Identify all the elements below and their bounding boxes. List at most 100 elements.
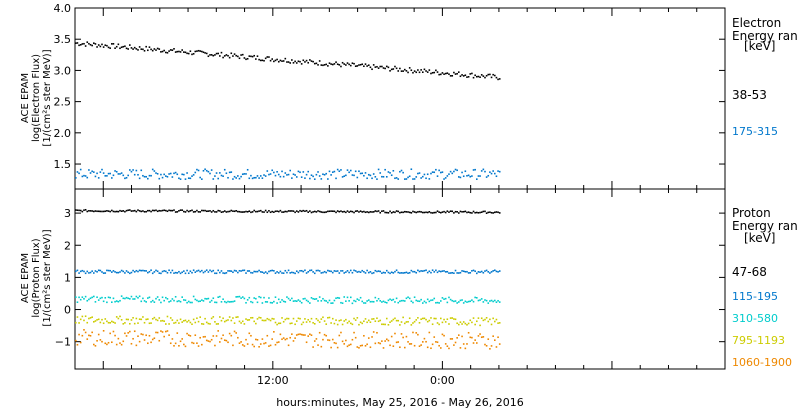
data-point — [417, 300, 419, 302]
data-point — [441, 72, 444, 74]
data-point — [259, 343, 262, 345]
data-point — [205, 339, 208, 342]
data-point — [273, 269, 275, 272]
data-point — [225, 272, 228, 274]
data-point — [117, 173, 120, 175]
data-point — [269, 344, 272, 347]
data-point — [438, 169, 440, 172]
data-point — [413, 344, 416, 347]
data-point — [359, 344, 362, 347]
proton-legend-title-1: Proton — [732, 206, 771, 220]
data-point — [222, 334, 224, 337]
data-point — [156, 172, 159, 175]
data-point — [194, 298, 197, 301]
data-point — [348, 271, 350, 274]
data-point — [274, 59, 277, 62]
data-point — [487, 174, 490, 177]
data-point — [327, 210, 329, 213]
data-point — [443, 318, 445, 321]
data-point — [178, 300, 180, 302]
data-point — [115, 316, 118, 318]
data-point — [238, 342, 241, 344]
data-point — [448, 272, 450, 274]
data-point — [395, 319, 398, 322]
data-point — [75, 177, 77, 179]
data-point — [417, 333, 419, 336]
data-point — [385, 269, 388, 272]
data-point — [153, 209, 156, 212]
data-point — [367, 319, 370, 322]
data-point — [462, 270, 465, 273]
data-point — [194, 321, 197, 324]
data-point — [309, 333, 311, 336]
data-point — [276, 302, 278, 304]
data-point — [428, 178, 431, 180]
data-point — [124, 45, 126, 48]
data-point — [420, 177, 422, 179]
data-point — [431, 323, 434, 326]
data-point — [93, 320, 95, 323]
data-point — [168, 300, 170, 303]
data-point — [284, 301, 287, 303]
data-point — [202, 271, 205, 274]
data-point — [192, 211, 195, 213]
data-point — [426, 71, 429, 73]
data-point — [263, 319, 265, 322]
data-point — [472, 300, 475, 303]
data-point — [356, 271, 359, 273]
data-point — [287, 344, 290, 347]
data-point — [281, 211, 283, 213]
data-point — [183, 343, 185, 346]
data-point — [430, 299, 432, 302]
data-point — [323, 333, 326, 336]
data-point — [187, 334, 190, 336]
data-point — [176, 272, 179, 274]
data-point — [354, 336, 357, 339]
data-point — [335, 297, 337, 300]
data-point — [222, 317, 224, 320]
data-point — [358, 299, 360, 301]
data-point — [405, 297, 408, 300]
data-point — [237, 295, 239, 298]
data-point — [240, 175, 242, 178]
data-point — [461, 211, 463, 213]
data-point — [394, 177, 396, 180]
data-point — [333, 170, 336, 173]
data-point — [228, 316, 231, 318]
data-point — [397, 319, 400, 322]
data-point — [119, 342, 121, 344]
data-point — [287, 297, 290, 300]
data-point — [477, 212, 480, 214]
data-point — [238, 295, 241, 298]
data-point — [384, 211, 386, 214]
data-point — [467, 174, 470, 177]
data-point — [348, 171, 350, 174]
data-point — [431, 343, 434, 346]
data-point — [338, 319, 341, 322]
data-point — [336, 346, 339, 349]
data-point — [138, 340, 141, 343]
data-point — [469, 300, 472, 303]
data-point — [448, 323, 450, 325]
data-point — [420, 298, 422, 301]
data-point — [276, 341, 278, 344]
data-point — [479, 76, 481, 79]
data-point — [132, 337, 134, 340]
data-point — [305, 59, 308, 62]
data-point — [497, 322, 499, 324]
data-point — [89, 210, 92, 212]
data-point — [256, 318, 259, 320]
data-point — [328, 316, 331, 319]
data-point — [269, 173, 272, 175]
data-point — [107, 341, 110, 344]
data-point — [472, 342, 475, 344]
data-point — [79, 44, 82, 46]
data-point — [284, 57, 287, 60]
data-point — [475, 75, 478, 78]
data-point — [114, 210, 116, 213]
data-point — [79, 298, 82, 301]
data-point — [230, 319, 233, 322]
data-point — [238, 210, 241, 213]
data-point — [328, 339, 331, 342]
data-point — [382, 271, 385, 274]
